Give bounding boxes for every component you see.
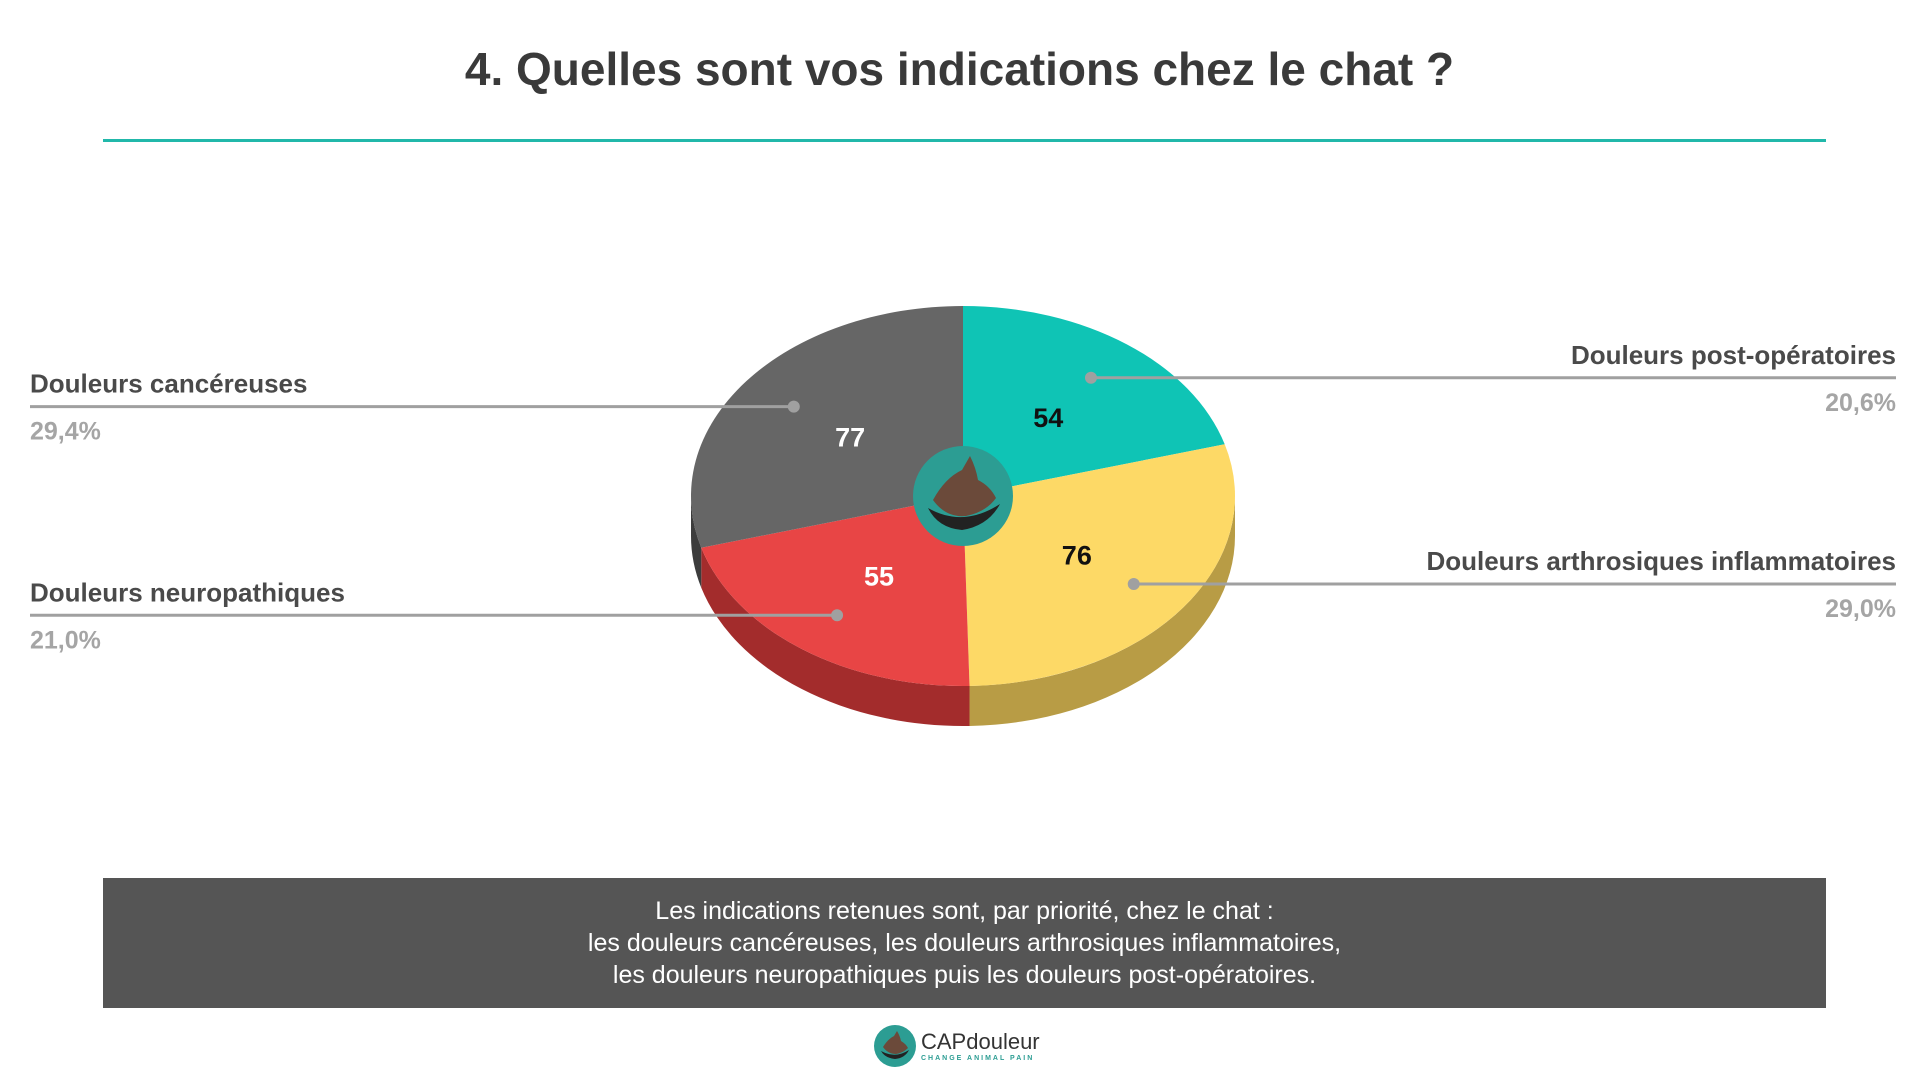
category-label-douleurs-arthrosiques-inflammatoires: Douleurs arthrosiques inflammatoires (1426, 546, 1896, 576)
summary-line: les douleurs cancéreuses, les douleurs a… (587, 929, 1342, 957)
footer-logo: CAPdouleur CHANGE ANIMAL PAIN (874, 1024, 1040, 1068)
center-logo (913, 446, 1013, 546)
pie-side-douleurs-neuropathiques (701, 547, 970, 726)
pie-slice-douleurs-neuropathiques (701, 496, 970, 686)
summary-line: les douleurs neuropathiques puis les dou… (612, 961, 1317, 989)
pie-slice-douleurs-arthrosiques-inflammatoires (963, 444, 1235, 686)
value-label-douleurs-arthrosiques-inflammatoires: 76 (1062, 541, 1092, 571)
category-label-douleurs-neuropathiques: Douleurs neuropathiques (30, 577, 345, 607)
value-label-douleurs-cancereuses: 77 (835, 422, 865, 452)
pie-slice-douleurs-cancereuses (690, 306, 963, 548)
leader-dot-douleurs-neuropathiques (831, 609, 844, 622)
value-label-douleurs-neuropathiques: 55 (864, 562, 894, 592)
pie-value-labels: 54 76 55 77 (835, 403, 1092, 591)
category-label-douleurs-cancereuses: Douleurs cancéreuses (30, 369, 307, 399)
value-label-douleurs-post-operatoires: 54 (1033, 403, 1063, 433)
footer-tagline: CHANGE ANIMAL PAIN (921, 1054, 1035, 1062)
summary-box: Les indications retenues sont, par prior… (103, 878, 1826, 1008)
percent-label-douleurs-post-operatoires: 20,6% (1825, 389, 1896, 417)
pie-callouts: Douleurs post-opératoires 20,6% Douleurs a… (30, 340, 1896, 654)
leader-dot-douleurs-post-operatoires (1084, 371, 1097, 384)
pie-side-douleurs-arthrosiques-inflammatoires (969, 496, 1235, 726)
title-divider (103, 139, 1826, 142)
hand-paw-logo-icon (874, 1025, 916, 1067)
pie-slice-douleurs-post-operatoires (963, 306, 1225, 496)
hand-paw-logo-icon (933, 456, 996, 517)
percent-label-douleurs-neuropathiques: 21,0% (30, 626, 101, 654)
leader-dot-douleurs-cancereuses (787, 400, 800, 413)
footer-brand: CAPdouleur (921, 1028, 1040, 1054)
pie-top-layer (690, 306, 1235, 686)
category-label-douleurs-post-operatoires: Douleurs post-opératoires (1571, 340, 1896, 370)
leader-dot-douleurs-arthrosiques-inflammatoires (1127, 577, 1140, 590)
pie-side-layer (691, 496, 1235, 726)
summary-line: Les indications retenues sont, par prior… (655, 897, 1274, 925)
pie-side-douleurs-cancereuses (691, 496, 702, 588)
percent-label-douleurs-arthrosiques-inflammatoires: 29,0% (1825, 595, 1896, 623)
slide-title: 4. Quelles sont vos indications chez le … (464, 43, 1455, 95)
percent-label-douleurs-cancereuses: 29,4% (30, 418, 101, 446)
